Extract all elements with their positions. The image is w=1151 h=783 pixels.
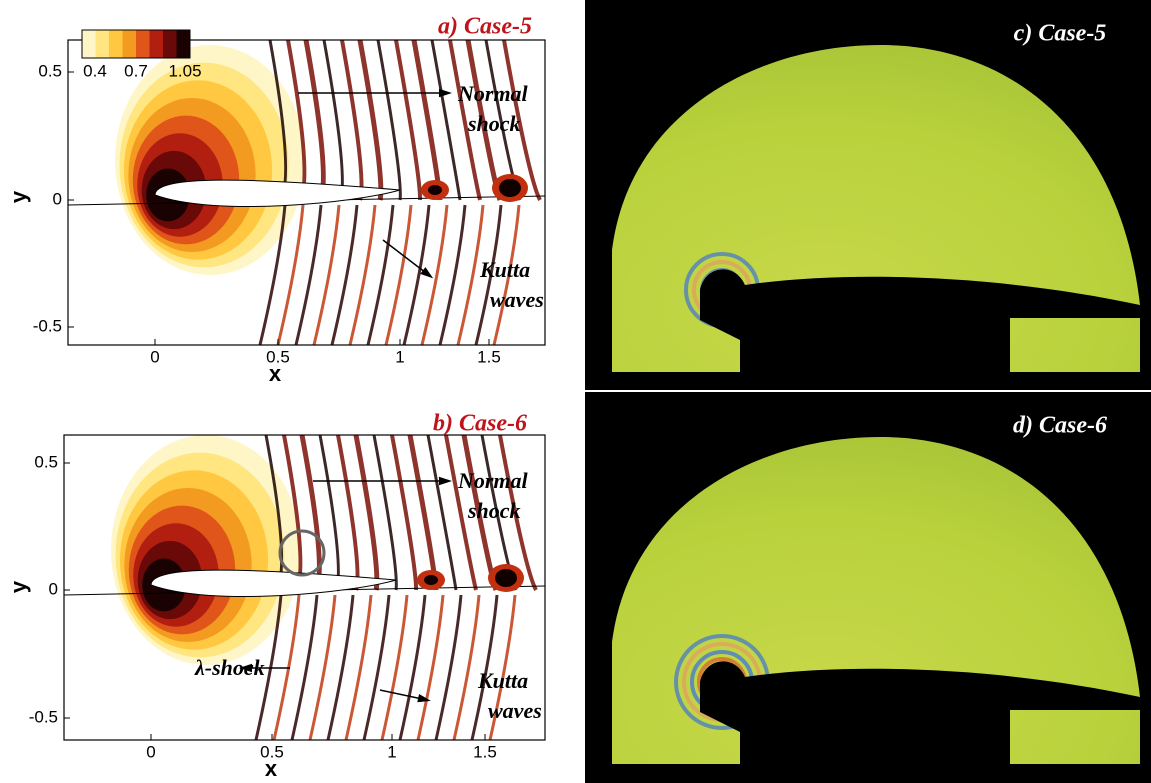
figure: 0 0.5 1 1.5 0.5 0 -0.5 x y a) Case-5 Normal shock Ku…	[0, 0, 1151, 783]
x-axis-label: x	[269, 361, 282, 386]
y-tick-label: -0.5	[29, 707, 58, 726]
wave	[324, 40, 342, 200]
colorbar-label: 0.7	[124, 61, 148, 80]
annotation: shock	[467, 111, 521, 136]
vortex	[499, 179, 521, 197]
colorbar-cell	[177, 30, 191, 58]
colorbar: 0.4 0.7 1.05	[82, 30, 202, 80]
x-tick-label: 1.5	[473, 742, 497, 761]
photo: d) Case-6	[585, 392, 1151, 783]
colorbar-cell	[150, 30, 164, 58]
x-tick-label: 1.5	[477, 347, 501, 366]
arrowhead	[420, 267, 433, 278]
annotation: shock	[467, 498, 521, 523]
colorbar-cell	[109, 30, 123, 58]
y-tick-label: -0.5	[33, 316, 62, 335]
annotation: Normal	[457, 468, 529, 493]
x-axis-label: x	[265, 756, 278, 781]
wave	[342, 40, 362, 200]
wave	[302, 435, 319, 590]
vortex	[424, 575, 438, 585]
panel-title: b) Case-6	[433, 411, 527, 437]
photo: c) Case-5	[585, 0, 1151, 390]
y-axis-label: y	[6, 580, 31, 593]
wave	[338, 435, 358, 590]
vortex	[495, 569, 517, 587]
colorbar-cell	[82, 30, 96, 58]
colorbar-label: 1.05	[168, 61, 201, 80]
arrowhead	[439, 477, 452, 486]
y-tick-label: 0	[53, 189, 62, 208]
annotation: Normal	[457, 81, 529, 106]
colorbar-cell	[123, 30, 137, 58]
annotation: waves	[488, 698, 542, 723]
y-tick-label: 0	[49, 579, 58, 598]
wave	[306, 40, 323, 200]
arrowhead	[439, 89, 452, 98]
colorbar-cell	[163, 30, 177, 58]
vortex	[428, 185, 442, 195]
photo-title: d) Case-6	[1013, 413, 1107, 439]
x-tick-label: 1	[387, 742, 396, 761]
x-tick-label: 1	[395, 347, 404, 366]
x-tick-label: 0	[146, 742, 155, 761]
y-axis-label: y	[6, 190, 31, 203]
colorbar-cell	[96, 30, 110, 58]
y-tick-label: 0.5	[38, 61, 62, 80]
annotation: waves	[490, 287, 544, 312]
annotation: Kutta	[477, 668, 528, 693]
photo-title: c) Case-5	[1014, 21, 1107, 47]
annotation: λ-shock	[194, 655, 265, 680]
colorbar-label: 0.4	[83, 61, 107, 80]
y-tick-label: 0.5	[34, 452, 58, 471]
panel-title: a) Case-5	[438, 14, 532, 40]
x-tick-label: 0	[150, 347, 159, 366]
wave	[320, 435, 338, 590]
annotation: Kutta	[479, 257, 530, 282]
colorbar-cell	[136, 30, 150, 58]
